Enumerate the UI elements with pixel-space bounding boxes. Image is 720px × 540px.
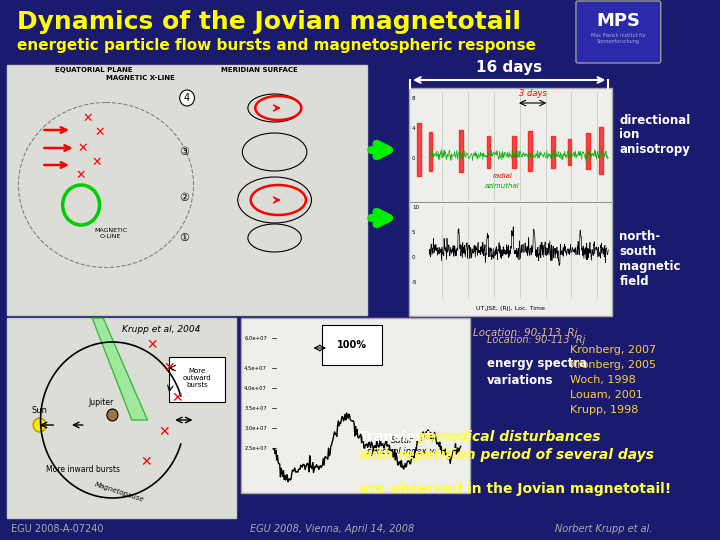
Text: directional
ion
anisotropy: directional ion anisotropy xyxy=(619,113,690,157)
Text: ✕: ✕ xyxy=(78,141,88,154)
Text: 4.0e+07: 4.0e+07 xyxy=(244,386,267,390)
Text: 6.0e+07: 6.0e+07 xyxy=(244,335,267,341)
Text: azimuthal: azimuthal xyxy=(485,183,520,189)
Text: ✕: ✕ xyxy=(76,168,86,181)
Polygon shape xyxy=(92,318,148,420)
Text: 4: 4 xyxy=(184,93,190,103)
Text: variations: variations xyxy=(487,374,553,387)
Text: 2.5e+07: 2.5e+07 xyxy=(244,446,267,450)
Text: Location: 90-113  Rj: Location: 90-113 Rj xyxy=(473,328,577,338)
Text: Location: 90-113  Rj: Location: 90-113 Rj xyxy=(487,335,585,345)
Text: 3.0e+07: 3.0e+07 xyxy=(244,426,267,430)
Text: Dynamics of the Jovian magnetotail: Dynamics of the Jovian magnetotail xyxy=(17,10,521,34)
Text: Kronberg, 2007: Kronberg, 2007 xyxy=(570,345,656,355)
Text: Sun: Sun xyxy=(32,406,48,415)
Text: ✕: ✕ xyxy=(146,338,158,352)
Text: 0: 0 xyxy=(412,255,415,260)
Text: ✕: ✕ xyxy=(82,111,93,125)
Text: 4.5e+07: 4.5e+07 xyxy=(244,366,267,370)
Text: More inward bursts: More inward bursts xyxy=(46,465,120,474)
Text: UT,JSE, (Rj), Loc. Time: UT,JSE, (Rj), Loc. Time xyxy=(476,306,545,311)
Text: 16 days: 16 days xyxy=(476,60,542,75)
Text: periodical disturbances: periodical disturbances xyxy=(418,430,601,444)
Circle shape xyxy=(180,90,194,106)
FancyBboxPatch shape xyxy=(576,1,661,63)
Text: ②: ② xyxy=(179,193,189,203)
Circle shape xyxy=(107,409,118,421)
Text: 5: 5 xyxy=(412,230,415,235)
Text: 3 days: 3 days xyxy=(518,89,546,98)
FancyBboxPatch shape xyxy=(7,65,366,315)
Text: energy spectra: energy spectra xyxy=(487,357,587,370)
Text: Jupiter: Jupiter xyxy=(89,398,114,407)
Text: Krupp et al, 2004: Krupp et al, 2004 xyxy=(122,325,200,334)
Circle shape xyxy=(33,418,46,432)
Text: radial: radial xyxy=(492,173,512,179)
Text: Magnetopause: Magnetopause xyxy=(94,481,145,503)
Text: ✕: ✕ xyxy=(91,156,102,168)
Text: ✕: ✕ xyxy=(94,125,105,138)
Text: Norbert Krupp et al.: Norbert Krupp et al. xyxy=(555,524,652,534)
FancyBboxPatch shape xyxy=(241,318,470,493)
Text: Woch, 1998: Woch, 1998 xyxy=(570,375,635,385)
Text: are observed in the Jovian magnetotail!: are observed in the Jovian magnetotail! xyxy=(359,482,672,496)
Text: EQUATORIAL PLANE: EQUATORIAL PLANE xyxy=(55,67,133,73)
Text: MAGNETIC
O-LINE: MAGNETIC O-LINE xyxy=(94,228,127,239)
FancyBboxPatch shape xyxy=(409,88,612,316)
Text: 100%: 100% xyxy=(337,340,367,350)
Text: ③: ③ xyxy=(179,147,189,157)
Text: -5: -5 xyxy=(412,280,418,285)
Text: EGU 2008-A-07240: EGU 2008-A-07240 xyxy=(11,524,104,534)
Text: Transient: Transient xyxy=(359,430,438,444)
Text: energetic particle flow bursts and magnetospheric response: energetic particle flow bursts and magne… xyxy=(17,38,536,53)
Text: with repetition period of several days: with repetition period of several days xyxy=(359,448,654,462)
Text: ✕: ✕ xyxy=(140,455,151,469)
Text: 8: 8 xyxy=(412,96,415,101)
Text: Kronberg, 2005: Kronberg, 2005 xyxy=(570,360,655,370)
Text: MPS: MPS xyxy=(596,12,640,30)
Text: MAGNETIC X-LINE: MAGNETIC X-LINE xyxy=(106,75,175,81)
Text: Max Planck Institut für
Sonnenforschung: Max Planck Institut für Sonnenforschung xyxy=(591,33,646,44)
Text: ✕: ✕ xyxy=(163,361,174,375)
Text: Krupp, 1998: Krupp, 1998 xyxy=(570,405,638,415)
Text: MERIDIAN SURFACE: MERIDIAN SURFACE xyxy=(221,67,298,73)
Text: ✕: ✕ xyxy=(171,391,183,405)
Text: Louam, 2001: Louam, 2001 xyxy=(570,390,642,400)
Text: 4: 4 xyxy=(412,126,415,131)
Text: north-
south
magnetic
field: north- south magnetic field xyxy=(619,230,681,288)
FancyBboxPatch shape xyxy=(169,356,225,402)
Text: More
outward
bursts: More outward bursts xyxy=(183,368,212,388)
Text: EGU 2008, Vienna, April 14, 2008: EGU 2008, Vienna, April 14, 2008 xyxy=(250,524,414,534)
Text: ①: ① xyxy=(179,233,189,243)
Text: Sutur
spectrol index γ₀: Sutur spectrol index γ₀ xyxy=(367,436,438,456)
Text: 10: 10 xyxy=(412,205,419,210)
Text: 3.5e+07: 3.5e+07 xyxy=(244,406,267,410)
Text: ✕: ✕ xyxy=(158,425,170,439)
Text: 0: 0 xyxy=(412,156,415,161)
FancyBboxPatch shape xyxy=(7,318,236,518)
